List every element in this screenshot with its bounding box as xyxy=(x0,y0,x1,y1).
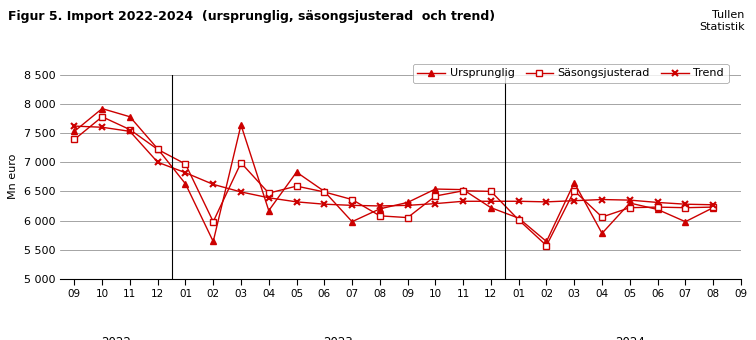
Ursprunglig xyxy=(320,189,329,193)
Text: Tullen
Statistik: Tullen Statistik xyxy=(699,10,745,32)
Säsongsjusterad xyxy=(597,215,606,219)
Säsongsjusterad xyxy=(653,205,662,209)
Säsongsjusterad xyxy=(514,218,523,222)
Säsongsjusterad xyxy=(708,205,717,209)
Ursprunglig xyxy=(486,206,495,210)
Line: Trend: Trend xyxy=(71,123,717,209)
Säsongsjusterad xyxy=(237,161,246,165)
Ursprunglig xyxy=(265,208,274,212)
Trend xyxy=(181,171,190,175)
Trend xyxy=(98,125,107,129)
Säsongsjusterad xyxy=(98,115,107,119)
Ursprunglig xyxy=(625,201,634,205)
Ursprunglig xyxy=(514,216,523,220)
Säsongsjusterad xyxy=(570,189,579,193)
Trend xyxy=(237,190,246,194)
Trend xyxy=(597,198,606,202)
Säsongsjusterad xyxy=(403,216,412,220)
Säsongsjusterad xyxy=(431,194,440,198)
Säsongsjusterad xyxy=(125,128,135,132)
Ursprunglig xyxy=(98,106,107,110)
Säsongsjusterad xyxy=(542,243,551,248)
Ursprunglig xyxy=(237,123,246,127)
Text: 2024: 2024 xyxy=(615,336,645,340)
Trend xyxy=(708,203,717,207)
Trend xyxy=(125,129,135,133)
Ursprunglig xyxy=(653,207,662,211)
Säsongsjusterad xyxy=(320,190,329,194)
Trend xyxy=(625,198,634,202)
Ursprunglig xyxy=(181,182,190,186)
Trend xyxy=(514,199,523,203)
Trend xyxy=(486,199,495,203)
Trend xyxy=(375,204,384,208)
Text: Figur 5. Import 2022-2024  (ursprunglig, säsongsjusterad  och trend): Figur 5. Import 2022-2024 (ursprunglig, … xyxy=(8,10,494,23)
Ursprunglig xyxy=(153,147,163,151)
Trend xyxy=(348,203,357,207)
Trend xyxy=(320,202,329,206)
Text: 2023: 2023 xyxy=(324,336,353,340)
Säsongsjusterad xyxy=(486,189,495,193)
Ursprunglig xyxy=(70,129,79,133)
Trend xyxy=(292,200,301,204)
Trend xyxy=(542,200,551,204)
Ursprunglig xyxy=(708,206,717,210)
Ursprunglig xyxy=(570,181,579,185)
Säsongsjusterad xyxy=(348,198,357,202)
Ursprunglig xyxy=(597,231,606,235)
Trend xyxy=(459,199,468,203)
Legend: Ursprunglig, Säsongsjusterad, Trend: Ursprunglig, Säsongsjusterad, Trend xyxy=(413,64,729,83)
Ursprunglig xyxy=(292,170,301,174)
Trend xyxy=(265,196,274,200)
Säsongsjusterad xyxy=(681,206,690,210)
Trend xyxy=(70,124,79,128)
Ursprunglig xyxy=(348,220,357,224)
Ursprunglig xyxy=(542,239,551,243)
Säsongsjusterad xyxy=(265,191,274,195)
Trend xyxy=(403,203,412,207)
Säsongsjusterad xyxy=(292,184,301,188)
Text: 2022: 2022 xyxy=(101,336,131,340)
Ursprunglig xyxy=(459,188,468,192)
Säsongsjusterad xyxy=(459,189,468,193)
Säsongsjusterad xyxy=(70,137,79,141)
Y-axis label: Mn euro: Mn euro xyxy=(8,154,18,200)
Säsongsjusterad xyxy=(625,206,634,210)
Trend xyxy=(431,202,440,206)
Line: Säsongsjusterad: Säsongsjusterad xyxy=(71,113,717,249)
Trend xyxy=(681,202,690,206)
Trend xyxy=(653,200,662,204)
Säsongsjusterad xyxy=(181,162,190,166)
Ursprunglig xyxy=(375,207,384,211)
Trend xyxy=(209,182,218,186)
Säsongsjusterad xyxy=(209,220,218,224)
Säsongsjusterad xyxy=(153,147,163,151)
Ursprunglig xyxy=(125,115,135,119)
Ursprunglig xyxy=(209,239,218,243)
Trend xyxy=(570,199,579,203)
Line: Ursprunglig: Ursprunglig xyxy=(71,105,717,245)
Säsongsjusterad xyxy=(375,214,384,218)
Ursprunglig xyxy=(431,187,440,191)
Trend xyxy=(153,160,163,164)
Ursprunglig xyxy=(403,200,412,204)
Ursprunglig xyxy=(681,220,690,224)
